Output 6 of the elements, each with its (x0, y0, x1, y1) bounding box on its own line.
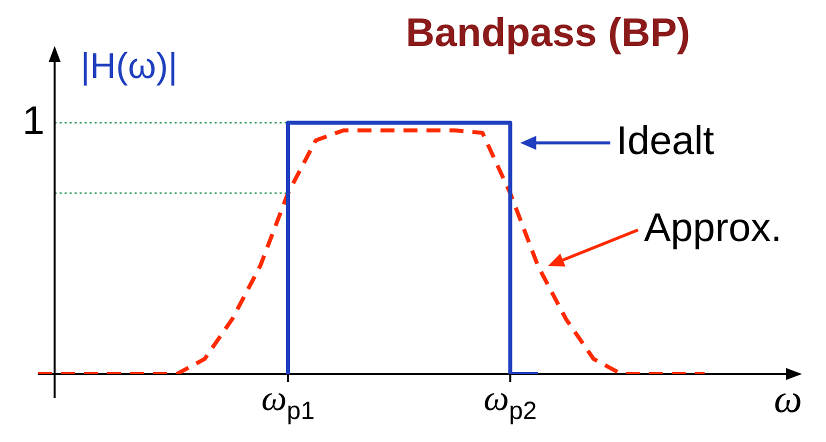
legend-label: Approx. (644, 206, 782, 250)
y-axis-title: |H(ω)| (80, 45, 178, 86)
x-axis-title: ω (774, 376, 802, 421)
legend-label: Idealt (616, 118, 714, 163)
chart-title: Bandpass (BP) (406, 11, 690, 55)
ref-line-label: 1 (22, 98, 45, 143)
